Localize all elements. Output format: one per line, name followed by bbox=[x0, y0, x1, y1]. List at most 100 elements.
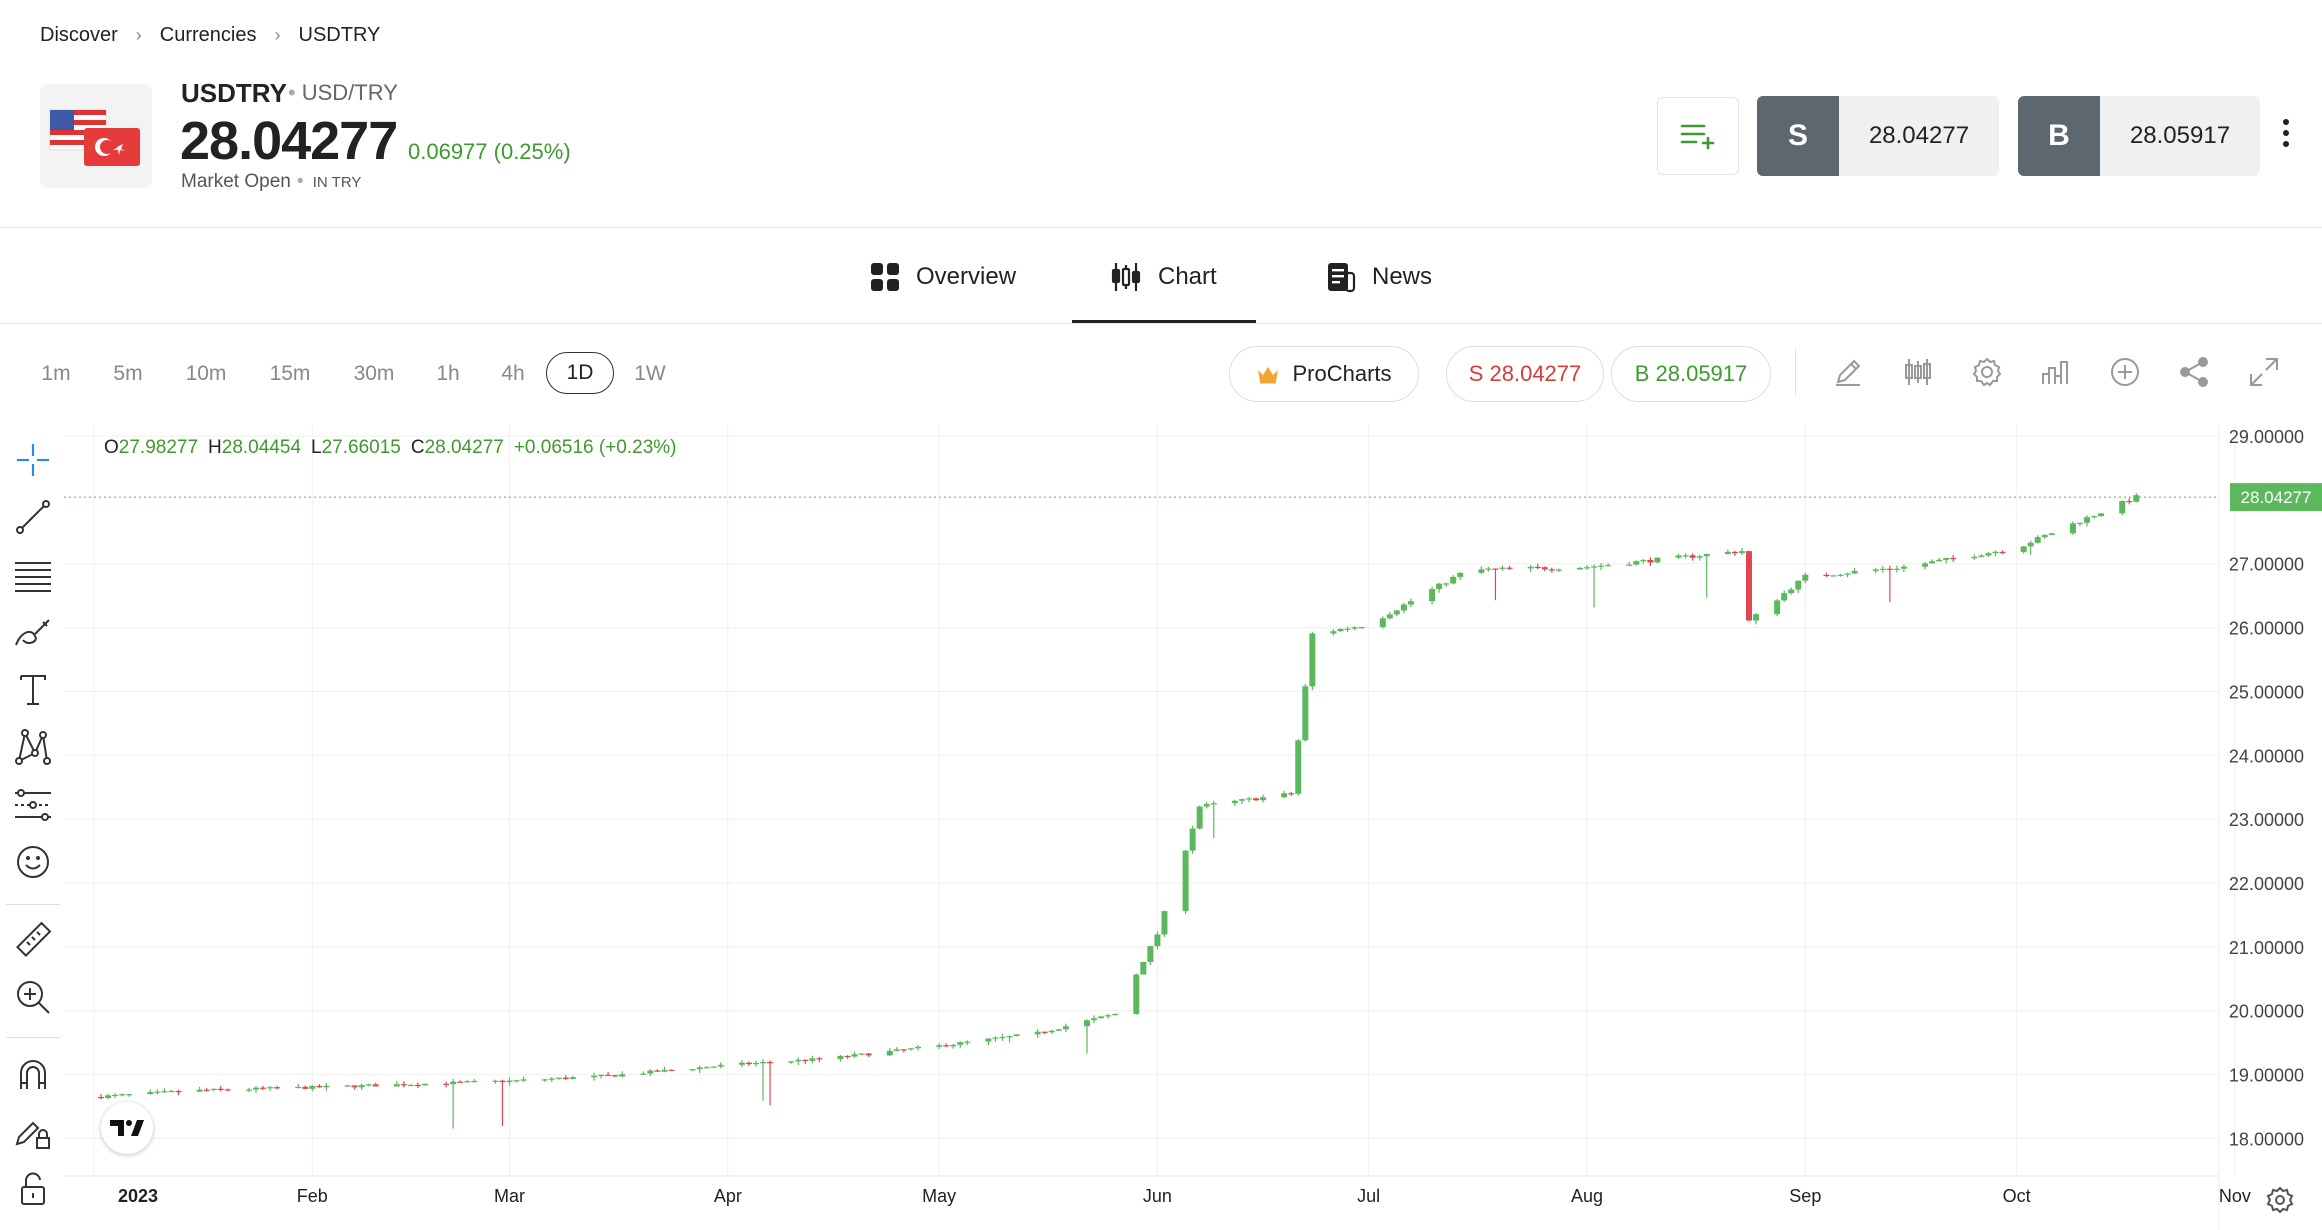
candle-body bbox=[1788, 589, 1795, 594]
add-icon[interactable] bbox=[2103, 350, 2147, 394]
candle-body bbox=[506, 1080, 513, 1083]
magnet-icon[interactable] bbox=[10, 1052, 56, 1098]
buy-quote-pill[interactable]: B 28.05917 bbox=[1611, 346, 1771, 402]
candle-body bbox=[407, 1084, 414, 1087]
timeframe-30m[interactable]: 30m bbox=[353, 362, 395, 385]
tab-news[interactable]: News bbox=[1326, 254, 1432, 300]
candle-body bbox=[802, 1059, 809, 1062]
candle-body bbox=[1133, 974, 1140, 1014]
timeframe-15m[interactable]: 15m bbox=[269, 362, 311, 385]
candle-body bbox=[654, 1070, 661, 1072]
news-icon bbox=[1328, 263, 1356, 293]
zoom-in-icon[interactable] bbox=[10, 974, 56, 1020]
tradingview-logo-icon[interactable] bbox=[101, 1102, 153, 1154]
forecast-icon[interactable] bbox=[10, 782, 56, 828]
ohlc-open: O27.98277 bbox=[104, 437, 198, 459]
tab-overview[interactable]: Overview bbox=[870, 254, 1016, 300]
candles-icon[interactable] bbox=[1896, 350, 1940, 394]
fullscreen-icon[interactable] bbox=[2242, 350, 2286, 394]
timeframe-5m[interactable]: 5m bbox=[113, 362, 143, 385]
add-to-watchlist-button[interactable] bbox=[1657, 97, 1739, 175]
brush-icon[interactable] bbox=[10, 609, 56, 655]
candle-body bbox=[2027, 542, 2034, 547]
candle-body bbox=[985, 1038, 992, 1042]
lock-drawing-icon[interactable] bbox=[10, 1109, 56, 1155]
chart-settings-icon[interactable] bbox=[2262, 1182, 2298, 1218]
procharts-button[interactable]: ProCharts bbox=[1229, 346, 1419, 402]
x-tick-label: Apr bbox=[714, 1186, 742, 1206]
share-icon[interactable] bbox=[2172, 350, 2216, 394]
settings-icon[interactable] bbox=[1965, 350, 2009, 394]
unlock-icon[interactable] bbox=[10, 1166, 56, 1212]
candle-body bbox=[851, 1054, 858, 1057]
x-tick-label: Jun bbox=[1143, 1186, 1172, 1206]
dot-separator: • bbox=[296, 171, 304, 192]
candle-body bbox=[2034, 537, 2041, 543]
fib-lines-icon[interactable] bbox=[10, 552, 56, 598]
candle-body bbox=[1682, 555, 1689, 557]
more-options-icon[interactable] bbox=[2276, 110, 2296, 156]
ohlc-open-value: 27.98277 bbox=[118, 437, 199, 458]
sell-price: 28.04277 bbox=[1839, 96, 1999, 176]
candle-body bbox=[1140, 961, 1147, 975]
candle-body bbox=[1443, 583, 1450, 585]
candle-body bbox=[267, 1087, 274, 1089]
candle-body bbox=[2084, 517, 2091, 523]
candle-body bbox=[1041, 1031, 1048, 1033]
trend-line-icon[interactable] bbox=[10, 494, 56, 540]
candle-body bbox=[1654, 557, 1661, 563]
ruler-icon[interactable] bbox=[10, 917, 56, 963]
chevron-right-icon: › bbox=[135, 25, 142, 45]
candle-body bbox=[886, 1050, 893, 1056]
timeframe-1m[interactable]: 1m bbox=[41, 362, 71, 385]
candle-body bbox=[1985, 553, 1992, 556]
crosshair-icon[interactable] bbox=[10, 437, 56, 483]
breadcrumb-currencies[interactable]: Currencies bbox=[159, 24, 257, 46]
x-tick-label: 2023 bbox=[118, 1186, 158, 1206]
candle-body bbox=[2126, 500, 2133, 503]
breadcrumb-discover[interactable]: Discover bbox=[40, 24, 118, 46]
candle-body bbox=[2069, 523, 2076, 534]
candle-body bbox=[421, 1083, 428, 1086]
emoji-icon[interactable] bbox=[10, 839, 56, 885]
candle-body bbox=[1922, 563, 1929, 567]
timeframe-1w[interactable]: 1W bbox=[634, 362, 666, 385]
candle-body bbox=[1943, 557, 1950, 560]
candle-body bbox=[2098, 513, 2105, 517]
instrument-pair-text: USD/TRY bbox=[301, 80, 398, 105]
tab-chart[interactable]: Chart bbox=[1110, 254, 1217, 300]
pencil-icon[interactable] bbox=[1826, 350, 1870, 394]
timeframe-1d[interactable]: 1D bbox=[546, 352, 614, 394]
instrument-flag-icon bbox=[40, 84, 152, 188]
dot-separator: • bbox=[288, 80, 296, 105]
candle-body bbox=[767, 1062, 774, 1064]
candle-body bbox=[703, 1067, 710, 1069]
pattern-icon[interactable] bbox=[10, 724, 56, 770]
candle-body bbox=[1936, 559, 1943, 562]
candle-body bbox=[1288, 793, 1295, 795]
candle-body bbox=[1992, 551, 1999, 554]
timeframe-4h[interactable]: 4h bbox=[501, 362, 525, 385]
candle-body bbox=[1781, 593, 1788, 601]
candle-body bbox=[1147, 946, 1154, 962]
candle-body bbox=[752, 1062, 759, 1065]
timeframe-10m[interactable]: 10m bbox=[185, 362, 227, 385]
last-price-label: 28.04277 bbox=[2241, 488, 2312, 507]
candle-body bbox=[1055, 1029, 1062, 1031]
candle-body bbox=[2041, 534, 2048, 538]
indicators-icon[interactable] bbox=[2034, 350, 2078, 394]
candle-body bbox=[760, 1062, 767, 1064]
instrument-symbol: USDTRY bbox=[181, 78, 287, 108]
price-chart[interactable]: 29.00000 27.00000 26.00000 25.00000 24.00000… bbox=[64, 424, 2322, 1230]
text-icon[interactable] bbox=[10, 667, 56, 713]
buy-button[interactable]: B 28.05917 bbox=[2018, 96, 2260, 176]
candle-body bbox=[1640, 559, 1647, 562]
sell-button[interactable]: S 28.04277 bbox=[1757, 96, 1999, 176]
candle-body bbox=[1457, 572, 1464, 577]
candle-body bbox=[105, 1095, 112, 1098]
candle-body bbox=[245, 1089, 252, 1091]
sell-quote-pill[interactable]: S 28.04277 bbox=[1446, 346, 1604, 402]
candle-body bbox=[1886, 568, 1893, 570]
timeframe-1h[interactable]: 1h bbox=[436, 362, 460, 385]
candle-body bbox=[1245, 798, 1252, 800]
